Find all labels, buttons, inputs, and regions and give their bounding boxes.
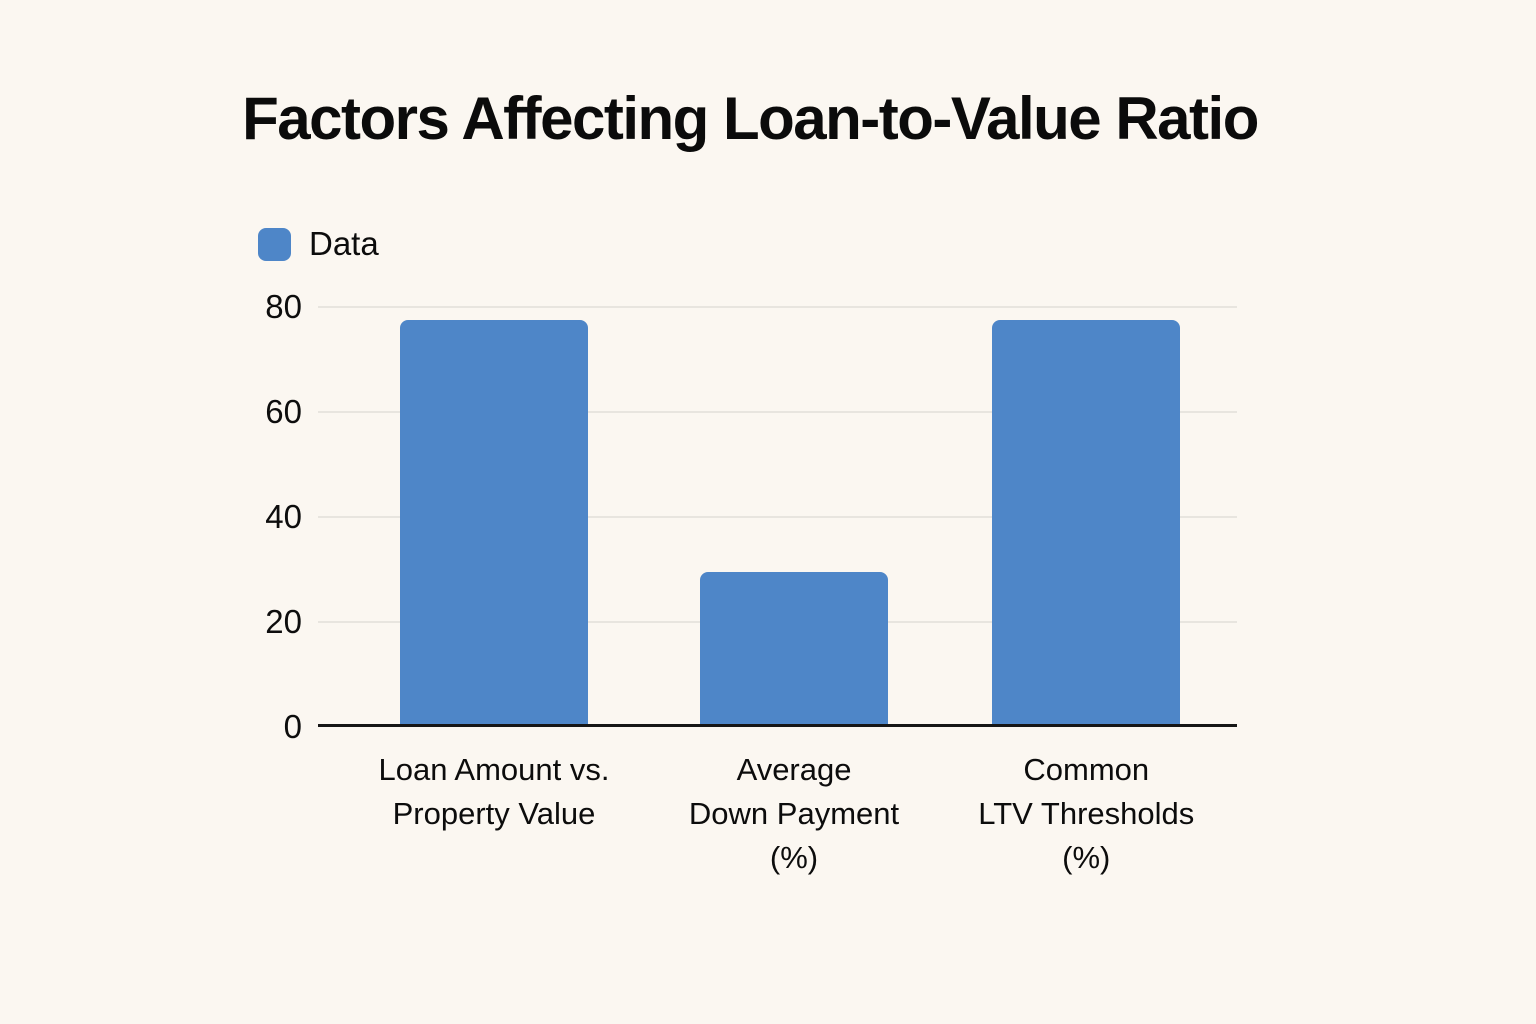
y-tick-label-0: 0: [283, 708, 302, 745]
y-axis: 0 20 40 60 80: [180, 288, 302, 745]
legend: Data: [258, 225, 379, 263]
plot-area: [318, 306, 1237, 727]
bar-2: [700, 571, 889, 724]
bar-3: [992, 319, 1181, 724]
bar-1: [399, 319, 588, 724]
page-title: Factors Affecting Loan-to-Value Ratio: [242, 85, 1259, 152]
x-tick-label-1: Loan Amount vs. Property Value: [378, 752, 610, 831]
gridline-60: [318, 411, 1237, 413]
y-tick-label-20: 20: [265, 603, 302, 640]
x-tick-label-2: Average Down Payment (%): [688, 752, 900, 875]
y-tick-label-60: 60: [265, 393, 302, 430]
y-tick-label-40: 40: [265, 498, 302, 535]
legend-label: Data: [309, 225, 379, 262]
gridline-80: [318, 306, 1237, 308]
gridline-40: [318, 516, 1237, 518]
x-tick-label-3: Common LTV Thresholds (%): [978, 752, 1195, 875]
y-tick-label-80: 80: [265, 288, 302, 325]
legend-swatch-icon: [258, 227, 291, 261]
x-axis: Loan Amount vs. Property Value Average Do…: [318, 748, 1237, 908]
